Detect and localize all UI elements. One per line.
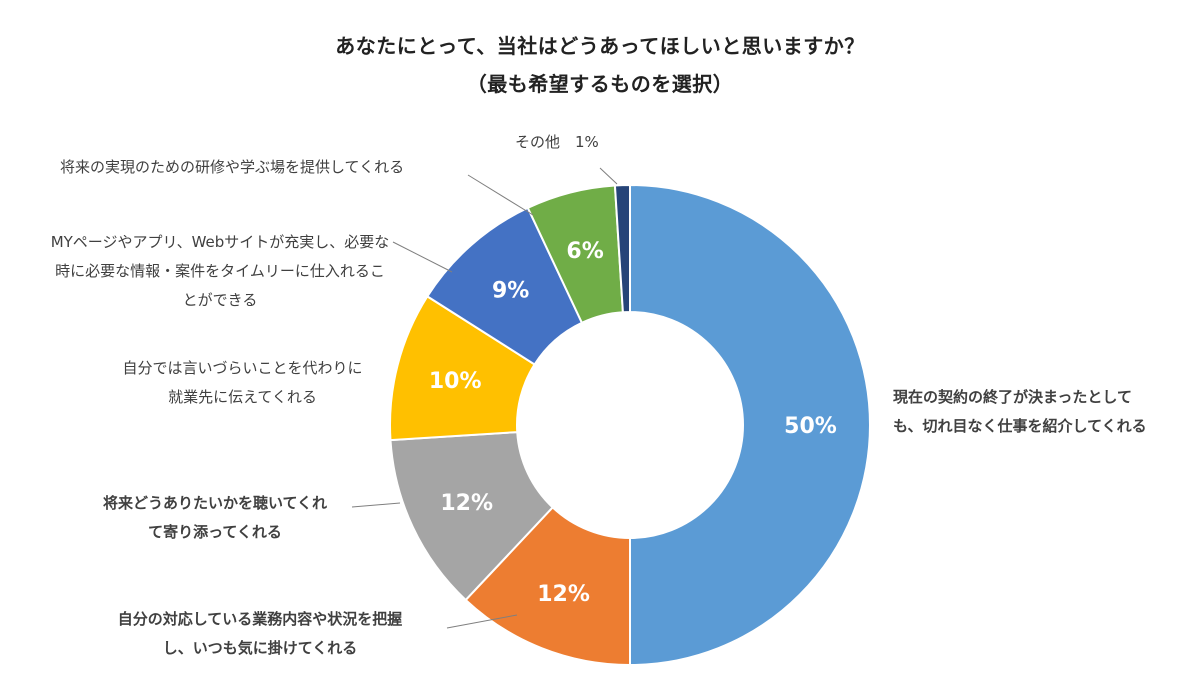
leader-line-4 xyxy=(599,167,618,185)
label-s4-line3: とができる xyxy=(182,291,258,309)
label-s1-line2: し、いつも気に掛けてくれる xyxy=(162,639,358,657)
donut-slice-0 xyxy=(629,183,871,667)
donut-slice-6 xyxy=(613,183,631,314)
label-s1-line1: 自分の対応している業務内容や状況を把握 xyxy=(117,610,403,628)
label-s4-line2: 時に必要な情報・案件をタイムリーに仕入れるこ xyxy=(55,262,385,280)
label-s3-line2: 就業先に伝えてくれる xyxy=(168,388,317,406)
label-s4-line1: MYページやアプリ、Webサイトが充実し、必要な xyxy=(50,233,390,251)
label-s1: 自分の対応している業務内容や状況を把握 し、いつも気に掛けてくれる xyxy=(80,605,440,663)
label-s5-line1: 将来の実現のための研修や学ぶ場を提供してくれる xyxy=(60,158,405,176)
label-s2: 将来どうありたいかを聴いてくれ て寄り添ってくれる xyxy=(80,489,350,547)
leader-line-1 xyxy=(351,502,401,508)
label-s6: その他 1% xyxy=(515,128,655,157)
label-s0-line2: も、切れ目なく仕事を紹介してくれる xyxy=(893,417,1147,435)
chart-title-line1: あなたにとって、当社はどうあってほしいと思いますか？ xyxy=(335,34,865,58)
data-label-0: 50% xyxy=(784,414,837,439)
data-label-5: 6% xyxy=(566,239,603,264)
label-s3-line1: 自分では言いづらいことを代わりに xyxy=(122,359,363,377)
chart-title-line2: （最も希望するものを選択） xyxy=(466,72,734,96)
label-s3: 自分では言いづらいことを代わりに 就業先に伝えてくれる xyxy=(100,354,385,412)
leader-line-2 xyxy=(467,174,534,216)
label-s2-line1: 将来どうありたいかを聴いてくれ xyxy=(102,494,328,512)
donut-slice-2 xyxy=(389,431,555,602)
label-s0: 現在の契約の終了が決まったとして も、切れ目なく仕事を紹介してくれる xyxy=(893,383,1193,441)
leader-line-3 xyxy=(392,241,453,273)
donut-slice-1 xyxy=(464,505,631,667)
label-s5: 将来の実現のための研修や学ぶ場を提供してくれる xyxy=(60,153,460,182)
label-s6-line1: その他 1% xyxy=(515,133,599,151)
label-s0-line1: 現在の契約の終了が決まったとして xyxy=(893,388,1132,406)
data-label-1: 12% xyxy=(537,582,590,607)
label-s4: MYページやアプリ、Webサイトが充実し、必要な 時に必要な情報・案件をタイムリ… xyxy=(20,228,420,315)
data-label-2: 12% xyxy=(440,491,493,516)
data-label-3: 10% xyxy=(429,369,482,394)
label-s2-line2: て寄り添ってくれる xyxy=(148,523,282,541)
data-label-4: 9% xyxy=(492,279,529,304)
leader-line-0 xyxy=(446,614,518,629)
